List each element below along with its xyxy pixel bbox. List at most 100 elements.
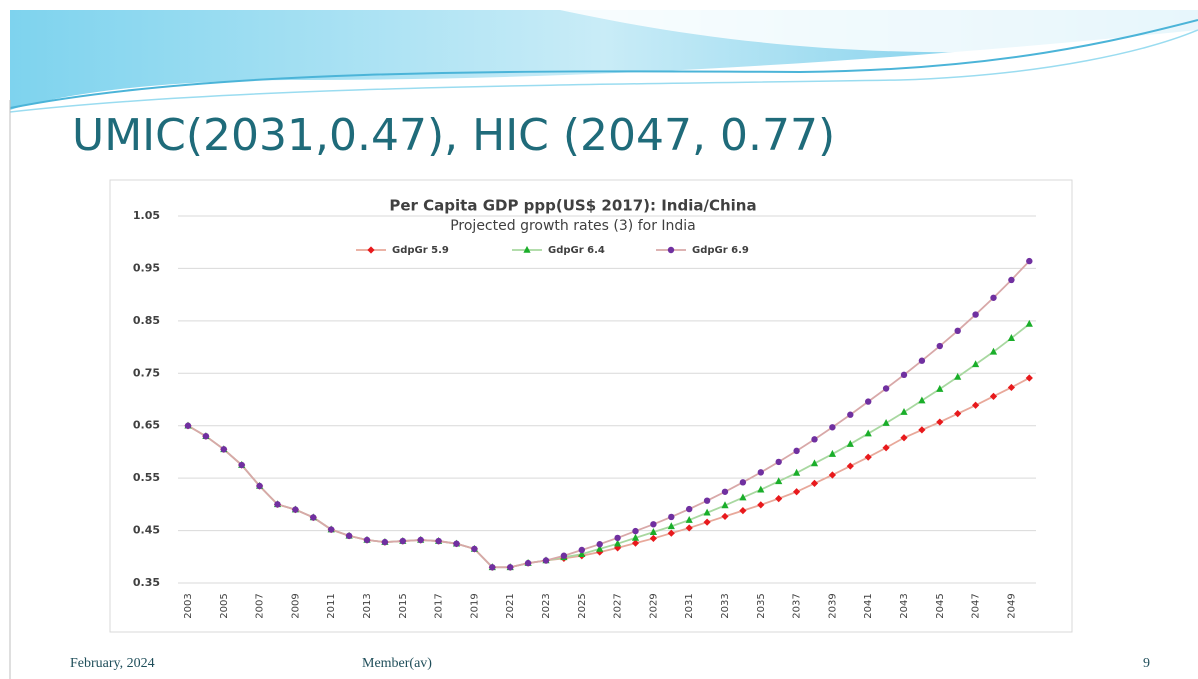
x-tick-label: 2007 (255, 593, 266, 618)
data-point (667, 529, 675, 537)
data-point (810, 479, 819, 487)
data-point (256, 482, 263, 490)
data-point (882, 385, 890, 392)
data-point (846, 439, 854, 447)
x-tick-label: 2021 (505, 593, 516, 618)
data-point (972, 401, 980, 409)
data-point (703, 497, 711, 504)
data-point (596, 544, 604, 552)
x-tick-label: 2037 (792, 593, 803, 618)
data-point (292, 506, 299, 513)
data-point (274, 501, 281, 508)
x-tick-label: 2005 (219, 593, 230, 618)
data-point (1008, 276, 1015, 284)
data-point (900, 407, 908, 415)
data-point (864, 429, 872, 437)
data-point (954, 372, 962, 380)
data-point (954, 327, 961, 335)
data-point (900, 371, 908, 379)
data-point (328, 526, 335, 533)
data-point (972, 311, 979, 318)
data-point (632, 527, 639, 535)
data-point (936, 384, 944, 392)
data-point (631, 533, 640, 541)
data-point (417, 536, 424, 544)
data-point (381, 538, 389, 546)
data-point (846, 462, 854, 470)
data-point (1026, 257, 1033, 265)
data-point (184, 422, 192, 429)
data-point (631, 539, 640, 547)
data-point (363, 536, 371, 544)
data-point (685, 524, 693, 532)
footer-center: Member(av) (362, 656, 432, 671)
x-tick-label: 2031 (684, 593, 695, 618)
data-point (578, 546, 585, 554)
data-point (1025, 319, 1033, 327)
x-tick-label: 2003 (183, 593, 194, 618)
data-point (793, 488, 801, 496)
data-point (882, 418, 890, 426)
y-tick-label: 0.55 (133, 471, 160, 484)
x-tick-label: 2023 (541, 593, 552, 618)
data-point (900, 434, 908, 442)
data-point (1007, 334, 1015, 341)
data-point (793, 447, 800, 455)
data-point (739, 507, 747, 515)
data-point (471, 545, 478, 553)
x-tick-label: 2045 (935, 593, 946, 618)
data-point (829, 424, 836, 431)
series-line (187, 260, 1030, 569)
data-point (614, 539, 622, 547)
data-point (828, 449, 836, 457)
data-point (202, 433, 210, 440)
data-point (542, 557, 550, 564)
y-tick-label: 0.75 (133, 366, 160, 379)
data-point (649, 534, 657, 543)
x-tick-label: 2041 (863, 593, 874, 618)
data-point (936, 342, 943, 350)
data-point (668, 513, 675, 521)
y-tick-label: 0.85 (133, 314, 160, 327)
legend-label: GdpGr 5.9 (392, 245, 449, 256)
data-point (990, 294, 997, 301)
data-point (667, 246, 675, 254)
data-point (918, 396, 926, 404)
data-point (238, 461, 245, 469)
data-point (793, 468, 801, 476)
data-point (739, 493, 747, 501)
data-point (882, 444, 890, 452)
data-point (578, 550, 586, 557)
x-tick-label: 2033 (720, 593, 731, 618)
data-point (810, 459, 819, 467)
x-tick-label: 2013 (362, 593, 373, 618)
data-point (507, 564, 514, 571)
data-point (757, 501, 765, 509)
data-point (489, 564, 496, 571)
data-point (757, 485, 765, 493)
data-point (399, 537, 406, 545)
chart-frame (109, 179, 1073, 633)
data-point (560, 552, 568, 559)
legend-label: GdpGr 6.4 (548, 245, 605, 256)
y-tick-label: 0.45 (133, 524, 160, 537)
data-point (453, 540, 460, 547)
y-tick-label: 0.65 (133, 419, 160, 432)
data-point (918, 426, 926, 434)
data-point (918, 357, 926, 364)
data-point (435, 537, 442, 545)
data-point (828, 471, 836, 479)
data-point (721, 512, 729, 521)
x-tick-label: 2011 (326, 593, 337, 618)
x-tick-label: 2025 (577, 593, 588, 618)
data-point (703, 518, 711, 526)
data-point (972, 360, 980, 368)
x-tick-label: 2015 (398, 593, 409, 618)
x-tick-label: 2019 (469, 593, 480, 618)
data-point (757, 469, 764, 476)
x-tick-label: 2035 (756, 593, 767, 618)
data-point (596, 541, 603, 548)
page-number: 9 (1143, 656, 1150, 671)
data-point (614, 544, 622, 552)
